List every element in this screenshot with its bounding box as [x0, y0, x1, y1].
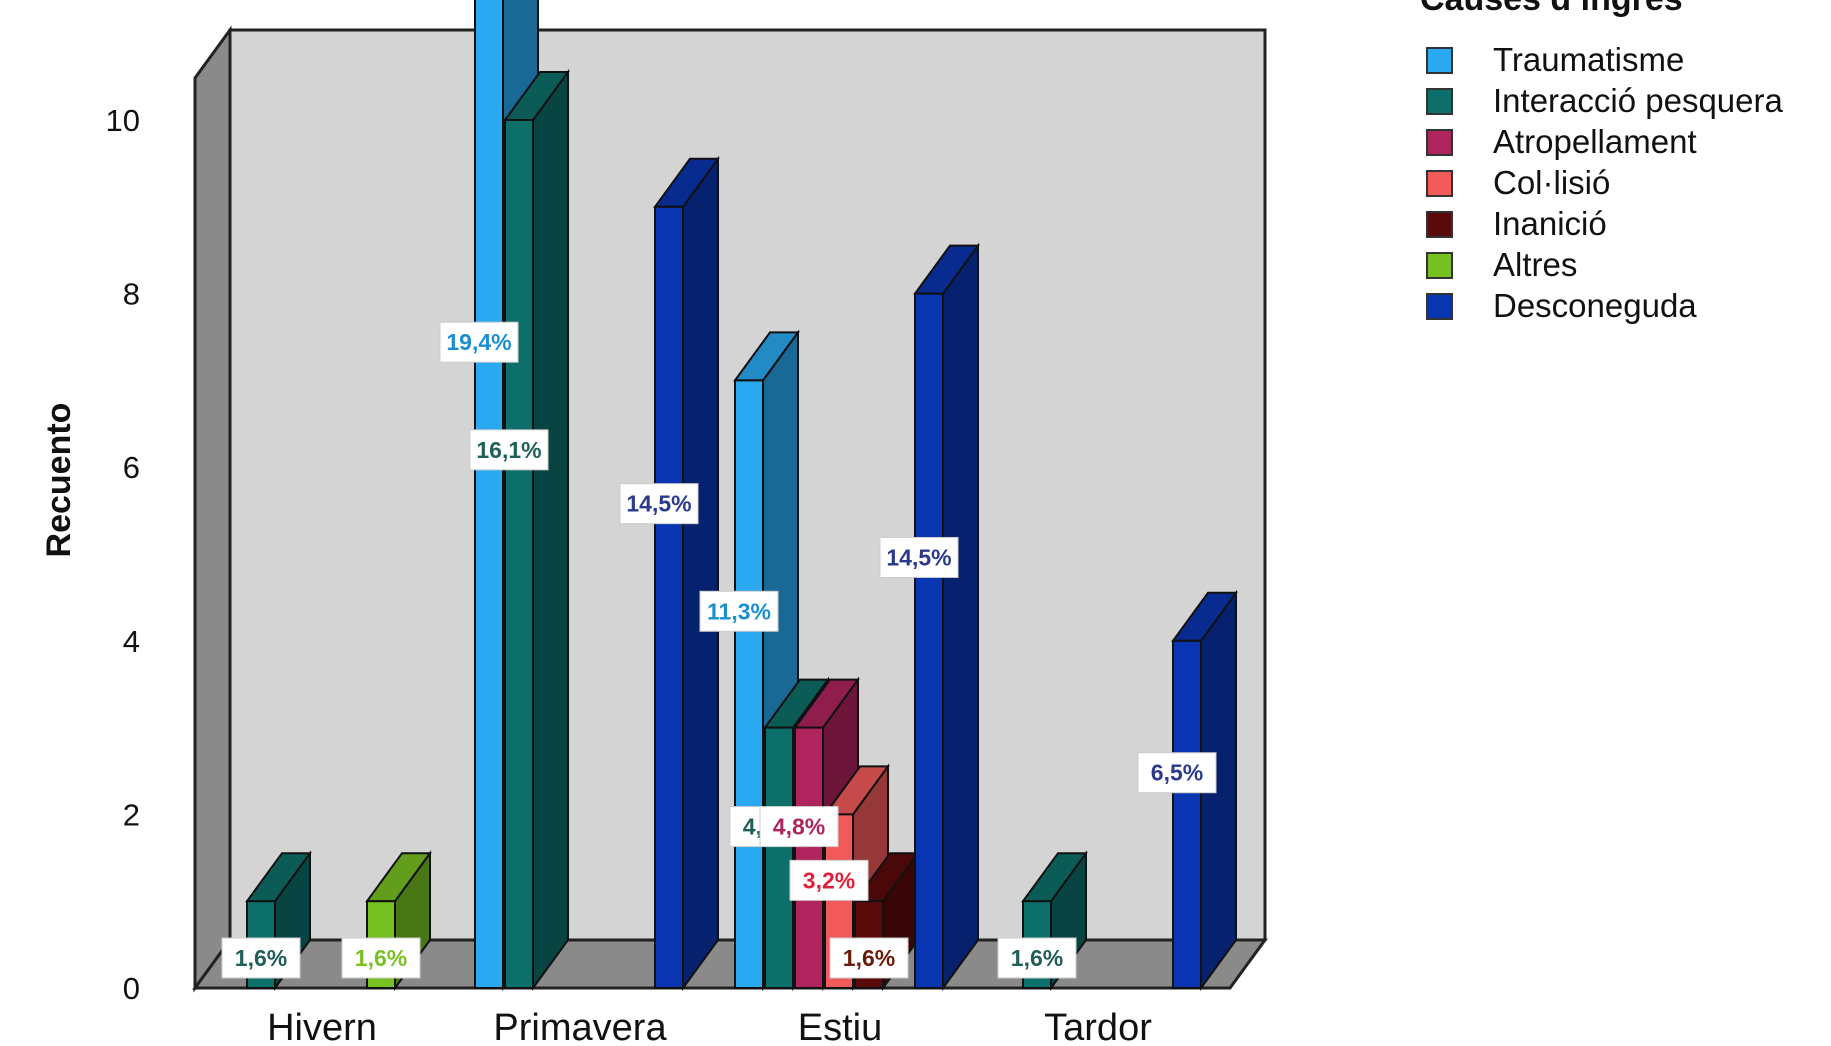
- legend-item: Traumatisme: [1426, 41, 1685, 78]
- data-label-text: 11,3%: [707, 598, 771, 624]
- y-tick-label: 2: [123, 797, 140, 832]
- legend-swatch: [1426, 46, 1453, 74]
- legend-label: Altres: [1493, 246, 1578, 283]
- x-axis-categories: Hivern Primavera Estiu Tardor: [267, 1007, 1152, 1046]
- bar-side: [682, 155, 719, 992]
- y-tick-label: 4: [123, 624, 140, 659]
- y-tick-label: 6: [123, 450, 140, 485]
- data-label-box: [997, 937, 1077, 979]
- data-label: 6,5%: [1137, 752, 1217, 794]
- y-tick-label: 8: [123, 277, 140, 312]
- data-label-text: 14,5%: [886, 544, 951, 570]
- x-category-label: Primavera: [493, 1007, 667, 1046]
- legend-swatch: [1426, 210, 1453, 238]
- legend-swatch: [1426, 292, 1453, 320]
- legend-label: Interacció pesquera: [1493, 82, 1783, 119]
- data-label-box: [699, 590, 779, 632]
- legend-item: Inanició: [1426, 205, 1607, 242]
- bar-desconeguda-estiu: [913, 242, 980, 992]
- data-label-box: [789, 859, 869, 901]
- data-label: 14,5%: [619, 483, 699, 525]
- data-label-text: 1,6%: [1011, 945, 1063, 971]
- bar-front: [764, 726, 794, 989]
- y-tick-label: 10: [106, 103, 140, 138]
- data-label-text: 1,6%: [355, 945, 407, 971]
- data-label: 1,6%: [997, 937, 1077, 979]
- data-label-box: [1137, 752, 1217, 794]
- data-label-text: 1,6%: [843, 945, 895, 971]
- legend-swatch: [1426, 128, 1453, 156]
- data-label: 1,6%: [829, 937, 909, 979]
- x-category-label: Estiu: [798, 1007, 882, 1046]
- bar-front: [654, 205, 684, 990]
- bar-desconeguda-primavera: [653, 155, 720, 992]
- data-label: 11,3%: [699, 590, 779, 632]
- data-label: 4,8%: [759, 806, 839, 848]
- data-label-box: [879, 536, 959, 578]
- bar-side: [942, 242, 979, 992]
- data-label: 3,2%: [789, 859, 869, 901]
- legend-label: Traumatisme: [1493, 41, 1685, 78]
- y-axis: 0 2 4 6 8 10: [106, 103, 140, 1006]
- x-category-label: Tardor: [1044, 1007, 1152, 1046]
- bar-front: [734, 379, 764, 989]
- legend-item: Interacció pesquera: [1426, 82, 1783, 119]
- data-label-box: [759, 806, 839, 848]
- bar-desconeguda-tardor: [1171, 589, 1238, 992]
- legend-swatch: [1426, 87, 1453, 115]
- legend-label: Inanició: [1493, 205, 1607, 242]
- bar-front: [504, 119, 534, 989]
- bar-front: [914, 292, 944, 990]
- legend-swatch: [1426, 169, 1453, 197]
- legend-item: Altres: [1426, 246, 1578, 283]
- bar-interacci-pesquera-primavera: [503, 68, 570, 992]
- data-label-text: 19,4%: [446, 329, 511, 355]
- data-label-text: 1,6%: [235, 945, 287, 971]
- legend-item: Atropellament: [1426, 123, 1697, 160]
- data-label-box: [341, 937, 421, 979]
- legend-title: Causes d’ingrés: [1420, 0, 1683, 19]
- data-label-box: [829, 937, 909, 979]
- data-label: 19,4%: [439, 321, 519, 363]
- data-label-box: [221, 937, 301, 979]
- legend-label: Desconeguda: [1493, 287, 1697, 324]
- legend-swatch: [1426, 251, 1453, 279]
- y-tick-label: 0: [123, 971, 140, 1006]
- legend-label: Col·lisió: [1493, 164, 1611, 201]
- data-label: 1,6%: [221, 937, 301, 979]
- bar-front: [794, 726, 824, 989]
- y-axis-label: Recuento: [40, 403, 78, 558]
- legend-label: Atropellament: [1493, 123, 1697, 160]
- data-label-text: 3,2%: [803, 867, 855, 893]
- data-label-text: 6,5%: [1151, 760, 1203, 786]
- data-label-box: [469, 429, 549, 471]
- bar-front: [474, 0, 504, 989]
- data-label: 14,5%: [879, 536, 959, 578]
- bar-side: [532, 68, 569, 992]
- data-label: 16,1%: [469, 429, 549, 471]
- left-wall: [193, 25, 232, 993]
- data-label-text: 16,1%: [476, 437, 541, 463]
- legend-item: Desconeguda: [1426, 287, 1697, 324]
- legend-item: Col·lisió: [1426, 164, 1611, 201]
- data-labels-group: 1,6%1,6%19,4%16,1%14,5%11,3%4,8%4,8%3,2%…: [221, 321, 1217, 979]
- data-label-box: [439, 321, 519, 363]
- data-label-text: 4,8%: [773, 814, 825, 840]
- data-label-box: [619, 483, 699, 525]
- bar-front: [1172, 639, 1202, 989]
- x-category-label: Hivern: [267, 1007, 377, 1046]
- data-label-text: 14,5%: [626, 491, 691, 517]
- data-label: 1,6%: [341, 937, 421, 979]
